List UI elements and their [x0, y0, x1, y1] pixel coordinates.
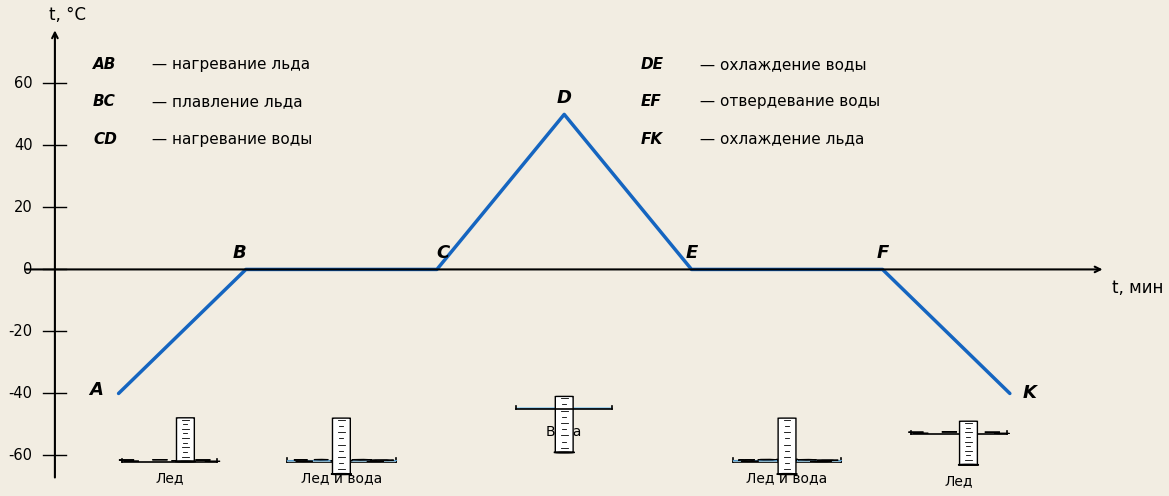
Text: K: K	[1023, 384, 1037, 402]
Bar	[288, 460, 395, 462]
Text: C: C	[437, 244, 450, 262]
FancyBboxPatch shape	[177, 418, 194, 461]
Polygon shape	[172, 460, 187, 461]
Text: — охлаждение воды: — охлаждение воды	[694, 57, 866, 72]
Text: -20: -20	[8, 324, 33, 339]
Text: — нагревание воды: — нагревание воды	[147, 132, 312, 147]
Polygon shape	[367, 461, 383, 462]
Text: — охлаждение льда: — охлаждение льда	[694, 132, 864, 147]
Text: Лед и вода: Лед и вода	[300, 471, 382, 485]
FancyBboxPatch shape	[779, 418, 796, 474]
Text: AB: AB	[94, 57, 117, 72]
Circle shape	[331, 474, 352, 475]
Polygon shape	[995, 433, 1010, 434]
Text: A: A	[89, 381, 103, 399]
Text: 40: 40	[14, 138, 33, 153]
Circle shape	[554, 452, 574, 453]
Text: t, °C: t, °C	[49, 6, 85, 24]
Text: B: B	[233, 244, 247, 262]
Text: 20: 20	[14, 200, 33, 215]
Text: 60: 60	[14, 76, 33, 91]
Polygon shape	[296, 461, 312, 462]
Polygon shape	[352, 459, 372, 460]
Polygon shape	[908, 432, 924, 433]
Text: EF: EF	[641, 94, 662, 110]
Bar	[733, 460, 842, 462]
Bar	[517, 407, 611, 409]
FancyBboxPatch shape	[332, 418, 351, 474]
Polygon shape	[810, 461, 831, 462]
Text: t, мин: t, мин	[1112, 279, 1163, 297]
Polygon shape	[817, 460, 838, 461]
Text: CD: CD	[94, 132, 117, 147]
Text: Лед и вода: Лед и вода	[747, 471, 828, 485]
Polygon shape	[776, 459, 797, 460]
Text: E: E	[685, 244, 698, 262]
Text: — нагревание льда: — нагревание льда	[147, 57, 310, 72]
Text: FK: FK	[641, 132, 663, 147]
FancyBboxPatch shape	[555, 396, 573, 452]
Polygon shape	[798, 459, 816, 460]
Text: Лед: Лед	[155, 471, 184, 485]
Polygon shape	[741, 461, 759, 462]
Polygon shape	[942, 432, 957, 433]
Polygon shape	[961, 433, 976, 434]
Polygon shape	[205, 461, 220, 462]
Polygon shape	[331, 460, 352, 461]
FancyBboxPatch shape	[960, 421, 977, 465]
Polygon shape	[913, 433, 928, 434]
Text: -40: -40	[8, 386, 33, 401]
Polygon shape	[314, 459, 328, 460]
Text: DE: DE	[641, 57, 664, 72]
Text: — плавление льда: — плавление льда	[147, 94, 303, 110]
Text: 0: 0	[23, 262, 33, 277]
Polygon shape	[984, 432, 999, 433]
Text: Лед: Лед	[945, 474, 973, 488]
Text: -60: -60	[8, 448, 33, 463]
Circle shape	[776, 474, 797, 475]
Polygon shape	[371, 460, 394, 461]
Polygon shape	[777, 460, 797, 461]
Text: D: D	[556, 89, 572, 107]
Text: Вода: Вода	[546, 425, 582, 438]
Circle shape	[959, 464, 978, 465]
Text: F: F	[877, 244, 888, 262]
Polygon shape	[758, 459, 776, 460]
Circle shape	[175, 461, 195, 462]
Text: — отвердевание воды: — отвердевание воды	[694, 94, 880, 110]
Polygon shape	[333, 459, 350, 460]
Text: BC: BC	[94, 94, 116, 110]
